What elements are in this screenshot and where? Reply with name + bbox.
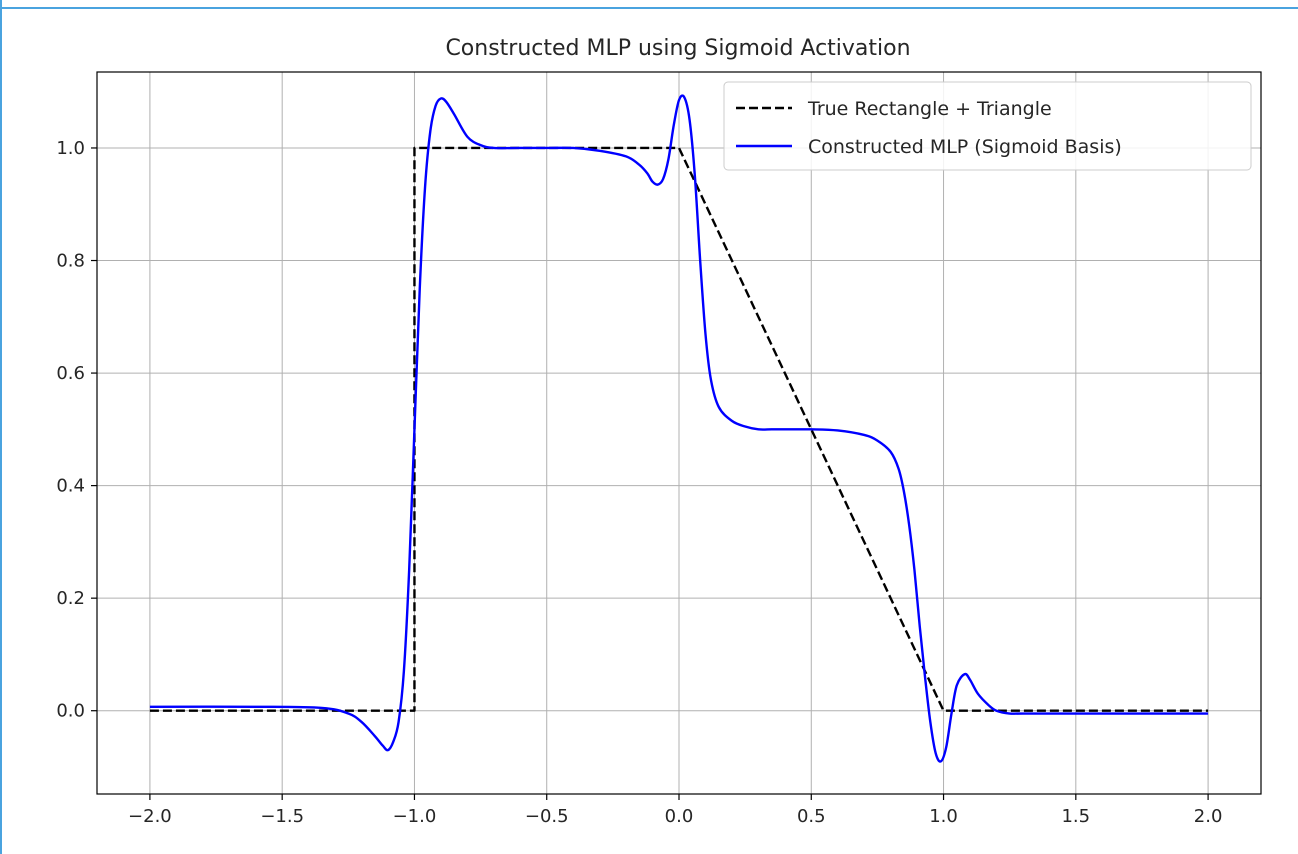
legend-label: Constructed MLP (Sigmoid Basis): [808, 136, 1122, 158]
window-left-accent: [0, 0, 2, 854]
legend-label: True Rectangle + Triangle: [807, 98, 1052, 120]
x-tick-label: −2.0: [128, 806, 172, 827]
x-tick-label: −1.5: [260, 806, 304, 827]
y-tick-label: 0.8: [56, 251, 85, 272]
x-tick-label: 0.5: [797, 806, 826, 827]
grid-lines: [97, 72, 1261, 794]
x-tick-label: −1.0: [393, 806, 437, 827]
window-top-accent: [0, 0, 1298, 9]
series-line-constructed-mlp: [149, 94, 1209, 763]
y-tick-label: 0.6: [56, 363, 85, 384]
legend: True Rectangle + Triangle Constructed MLP…: [723, 81, 1252, 171]
x-tick-label: 1.0: [929, 806, 958, 827]
axis-ticks: −2.0 −1.5 −1.0 −0.5 0.0 0.5 1.0 1.5 2.0 0.0 0.2 0.4…: [56, 138, 1222, 827]
y-tick-label: 1.0: [56, 138, 85, 159]
x-tick-label: 0.0: [665, 806, 694, 827]
series-layer: [149, 94, 1209, 763]
y-tick-label: 0.0: [56, 701, 85, 722]
series-line-true-rectangle-triangle: [149, 146, 1209, 712]
chart-title: Constructed MLP using Sigmoid Activation: [445, 36, 910, 61]
y-tick-label: 0.4: [56, 476, 85, 497]
x-tick-label: −0.5: [525, 806, 569, 827]
x-tick-label: 2.0: [1194, 806, 1223, 827]
legend-box: [723, 81, 1252, 171]
x-tick-label: 1.5: [1061, 806, 1090, 827]
y-tick-label: 0.2: [56, 588, 85, 609]
